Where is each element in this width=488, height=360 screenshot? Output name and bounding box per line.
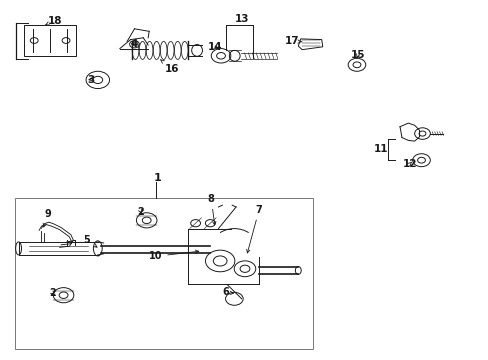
Text: 10: 10	[148, 250, 198, 261]
Text: 2: 2	[137, 207, 144, 217]
Text: 13: 13	[234, 14, 249, 24]
Text: 5: 5	[83, 235, 97, 247]
Text: 14: 14	[207, 42, 222, 52]
Text: 16: 16	[160, 59, 179, 74]
Bar	[24, 25, 76, 56]
Text: 11: 11	[373, 144, 388, 154]
Text: 2: 2	[49, 288, 56, 298]
Text: 6: 6	[222, 287, 233, 297]
Text: 4: 4	[130, 39, 138, 49]
Text: 8: 8	[207, 194, 216, 225]
Text: 17: 17	[284, 36, 302, 46]
Text: 3: 3	[87, 75, 94, 85]
Text: 15: 15	[350, 50, 365, 60]
Text: 7: 7	[246, 204, 262, 253]
Text: 12: 12	[402, 159, 416, 169]
Text: 9: 9	[43, 209, 51, 227]
Text: 18: 18	[45, 15, 62, 26]
Text: 1: 1	[154, 173, 162, 183]
Bar	[15, 198, 312, 349]
